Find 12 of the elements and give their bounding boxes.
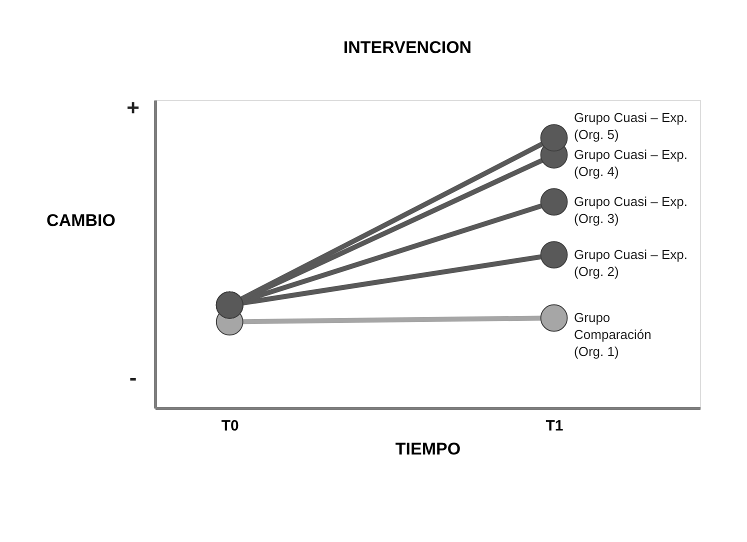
chart-title: INTERVENCION (343, 38, 472, 57)
text: + (126, 95, 140, 120)
text: - (129, 365, 137, 390)
x-axis-title: TIEMPO (395, 440, 461, 458)
x-tick-label: T0 (221, 418, 239, 434)
series-label: Grupo Cuasi – Exp. (Org. 3) (574, 194, 688, 226)
x-tick-label: T1 (546, 418, 564, 434)
y-axis-title: CAMBIO (46, 210, 116, 230)
series-label: Grupo Comparación (Org. 1) (574, 310, 652, 360)
series-label: Grupo Cuasi – Exp. (Org. 5) (574, 110, 688, 142)
series-label: Grupo Cuasi – Exp. (Org. 4) (574, 146, 688, 179)
series-label: Grupo Cuasi – Exp. (Org. 2) (574, 246, 688, 279)
